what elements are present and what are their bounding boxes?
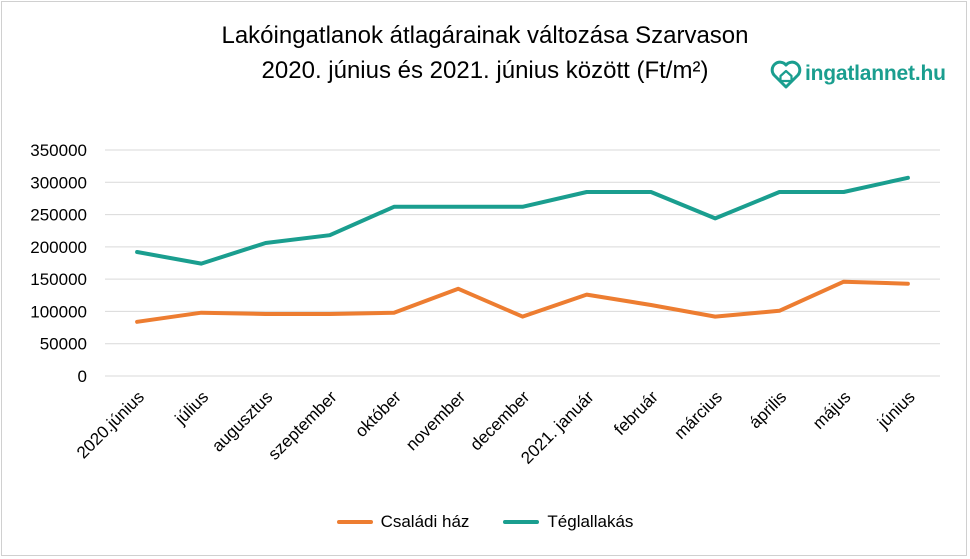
gridlines xyxy=(105,149,940,377)
y-tick-label: 250000 xyxy=(30,206,87,225)
x-tick-label: október xyxy=(351,387,405,441)
x-tick-label: 2020.június xyxy=(73,387,148,462)
x-tick-label: február xyxy=(610,387,662,439)
x-tick-label: december xyxy=(466,387,533,454)
series-line-1 xyxy=(135,279,910,324)
legend-item-1: Családi ház xyxy=(336,512,470,532)
y-tick-label: 100000 xyxy=(30,302,87,321)
brand-logo-text: ingatlannet.hu xyxy=(805,62,946,86)
series-lines xyxy=(135,175,910,324)
y-tick-label: 350000 xyxy=(30,141,87,160)
x-tick-label: november xyxy=(402,387,469,454)
x-tick-label: május xyxy=(809,387,855,433)
brand-logo-tld: .hu xyxy=(914,62,946,85)
brand-logo-name: ingatlannet xyxy=(805,62,915,85)
x-tick-label: április xyxy=(745,387,790,432)
legend-item-2: Téglallakás xyxy=(503,512,633,532)
x-tick-label: július xyxy=(171,387,213,429)
x-tick-label: március xyxy=(671,387,727,443)
chart-title: Lakóingatlanok átlagárainak változása Sz… xyxy=(221,22,749,49)
chart-legend: Családi ház Téglallakás xyxy=(0,512,970,532)
line-chart: 0 50000 100000 150000 200000 250000 300000 3500… xyxy=(30,141,940,468)
y-tick-label: 150000 xyxy=(30,270,87,289)
legend-label: Családi ház xyxy=(380,512,470,531)
series-line-2 xyxy=(135,175,910,266)
y-tick-label: 0 xyxy=(78,367,87,386)
chart-subtitle: 2020. június és 2021. június között (Ft/… xyxy=(261,57,709,84)
x-tick-label: augusztus xyxy=(208,387,276,455)
y-tick-label: 300000 xyxy=(30,173,87,192)
x-tick-label: szeptember xyxy=(264,387,340,463)
y-tick-label: 200000 xyxy=(30,238,87,257)
house-heart-icon xyxy=(770,60,802,89)
x-tick-label: június xyxy=(873,387,919,433)
legend-swatch xyxy=(503,520,540,524)
y-axis-ticks: 0 50000 100000 150000 200000 250000 300000 3500… xyxy=(30,141,87,386)
brand-logo: ingatlannet.hu xyxy=(770,57,946,91)
legend-label: Téglallakás xyxy=(547,512,634,531)
y-tick-label: 50000 xyxy=(40,335,87,354)
legend-swatch xyxy=(336,520,373,524)
